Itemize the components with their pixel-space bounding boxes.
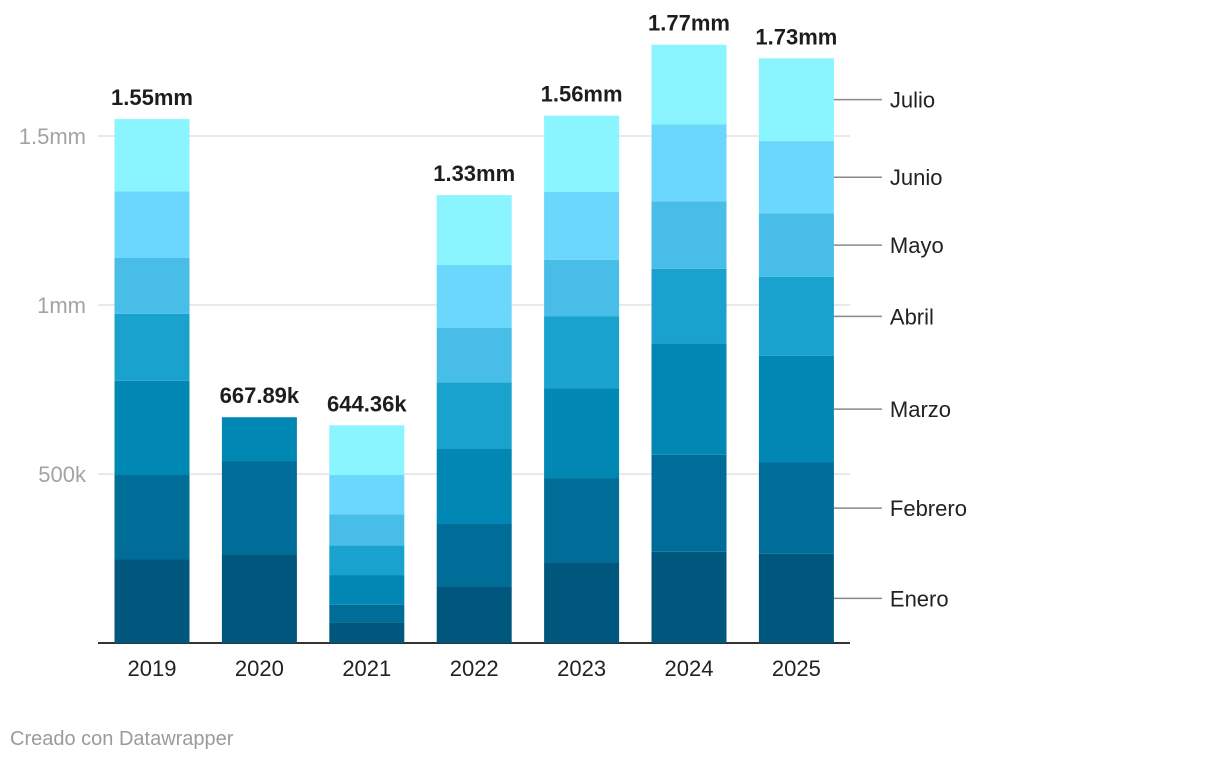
bar-segment <box>544 191 620 260</box>
bar-segment <box>436 382 512 449</box>
y-tick-label: 1.5mm <box>19 124 86 149</box>
bar-segment <box>758 58 834 142</box>
bar-segment <box>436 524 512 587</box>
legend-label: Abril <box>890 304 934 329</box>
bar-segment <box>436 586 512 643</box>
bar-segment <box>329 622 405 643</box>
bar-segment <box>114 559 190 643</box>
total-label: 1.77mm <box>648 11 730 36</box>
total-label: 667.89k <box>220 383 300 408</box>
bar-segment <box>329 545 405 576</box>
x-tick-label: 2025 <box>772 656 821 681</box>
bar-segment <box>436 264 512 328</box>
bar-segment <box>651 454 727 552</box>
bar-segment <box>651 124 727 202</box>
x-tick-label: 2023 <box>557 656 606 681</box>
bar-segment <box>436 327 512 383</box>
total-label: 644.36k <box>327 391 407 416</box>
legend-label: Enero <box>890 586 949 611</box>
y-tick-label: 500k <box>38 462 87 487</box>
x-tick-label: 2024 <box>665 656 714 681</box>
bar-segment <box>114 475 190 560</box>
total-label: 1.73mm <box>755 24 837 49</box>
bar-segment <box>329 475 405 515</box>
credit-text: Creado con Datawrapper <box>10 728 234 750</box>
x-tick-label: 2021 <box>342 656 391 681</box>
bar-segment <box>544 562 620 643</box>
bar-segment <box>651 343 727 455</box>
bar-segment <box>544 388 620 479</box>
legend-label: Julio <box>890 88 935 113</box>
bar-segment <box>544 478 620 563</box>
bar-segment <box>651 551 727 643</box>
bar-segment <box>114 380 190 476</box>
bar-segment <box>651 201 727 269</box>
bar-segment <box>758 355 834 463</box>
bars <box>114 44 834 643</box>
bar-segment <box>114 119 190 192</box>
bar-segment <box>758 553 834 643</box>
labels: 500k 1mm 1.5mm 1.55mm 2019 667.89k 2020 644.36k… <box>19 11 967 681</box>
bar-segment <box>221 554 297 643</box>
bar-segment <box>436 448 512 525</box>
bar-segment <box>114 258 190 314</box>
bar-segment <box>544 316 620 389</box>
total-label: 1.55mm <box>111 85 193 110</box>
bar-segment <box>329 514 405 546</box>
bar-segment <box>651 268 727 344</box>
bar-segment <box>329 575 405 605</box>
bar-segment <box>758 141 834 214</box>
bar-segment <box>544 259 620 317</box>
bar-segment <box>329 604 405 623</box>
bar-segment <box>651 44 727 125</box>
total-label: 1.33mm <box>433 161 515 186</box>
legend-label: Febrero <box>890 496 967 521</box>
legend-label: Marzo <box>890 397 951 422</box>
x-tick-label: 2020 <box>235 656 284 681</box>
x-tick-label: 2019 <box>128 656 177 681</box>
bar-segment <box>544 115 620 192</box>
legend-label: Mayo <box>890 233 944 258</box>
bar-segment <box>114 313 190 381</box>
bar-segment <box>758 213 834 277</box>
bar-segment <box>114 191 190 259</box>
bar-segment <box>221 417 297 462</box>
bar-segment <box>221 461 297 555</box>
bar-segment <box>758 462 834 554</box>
total-label: 1.56mm <box>541 82 623 107</box>
y-tick-label: 1mm <box>37 293 86 318</box>
legend-label: Junio <box>890 165 943 190</box>
bar-segment <box>758 276 834 356</box>
bar-segment <box>436 195 512 265</box>
x-tick-label: 2022 <box>450 656 499 681</box>
bar-segment <box>329 425 405 476</box>
